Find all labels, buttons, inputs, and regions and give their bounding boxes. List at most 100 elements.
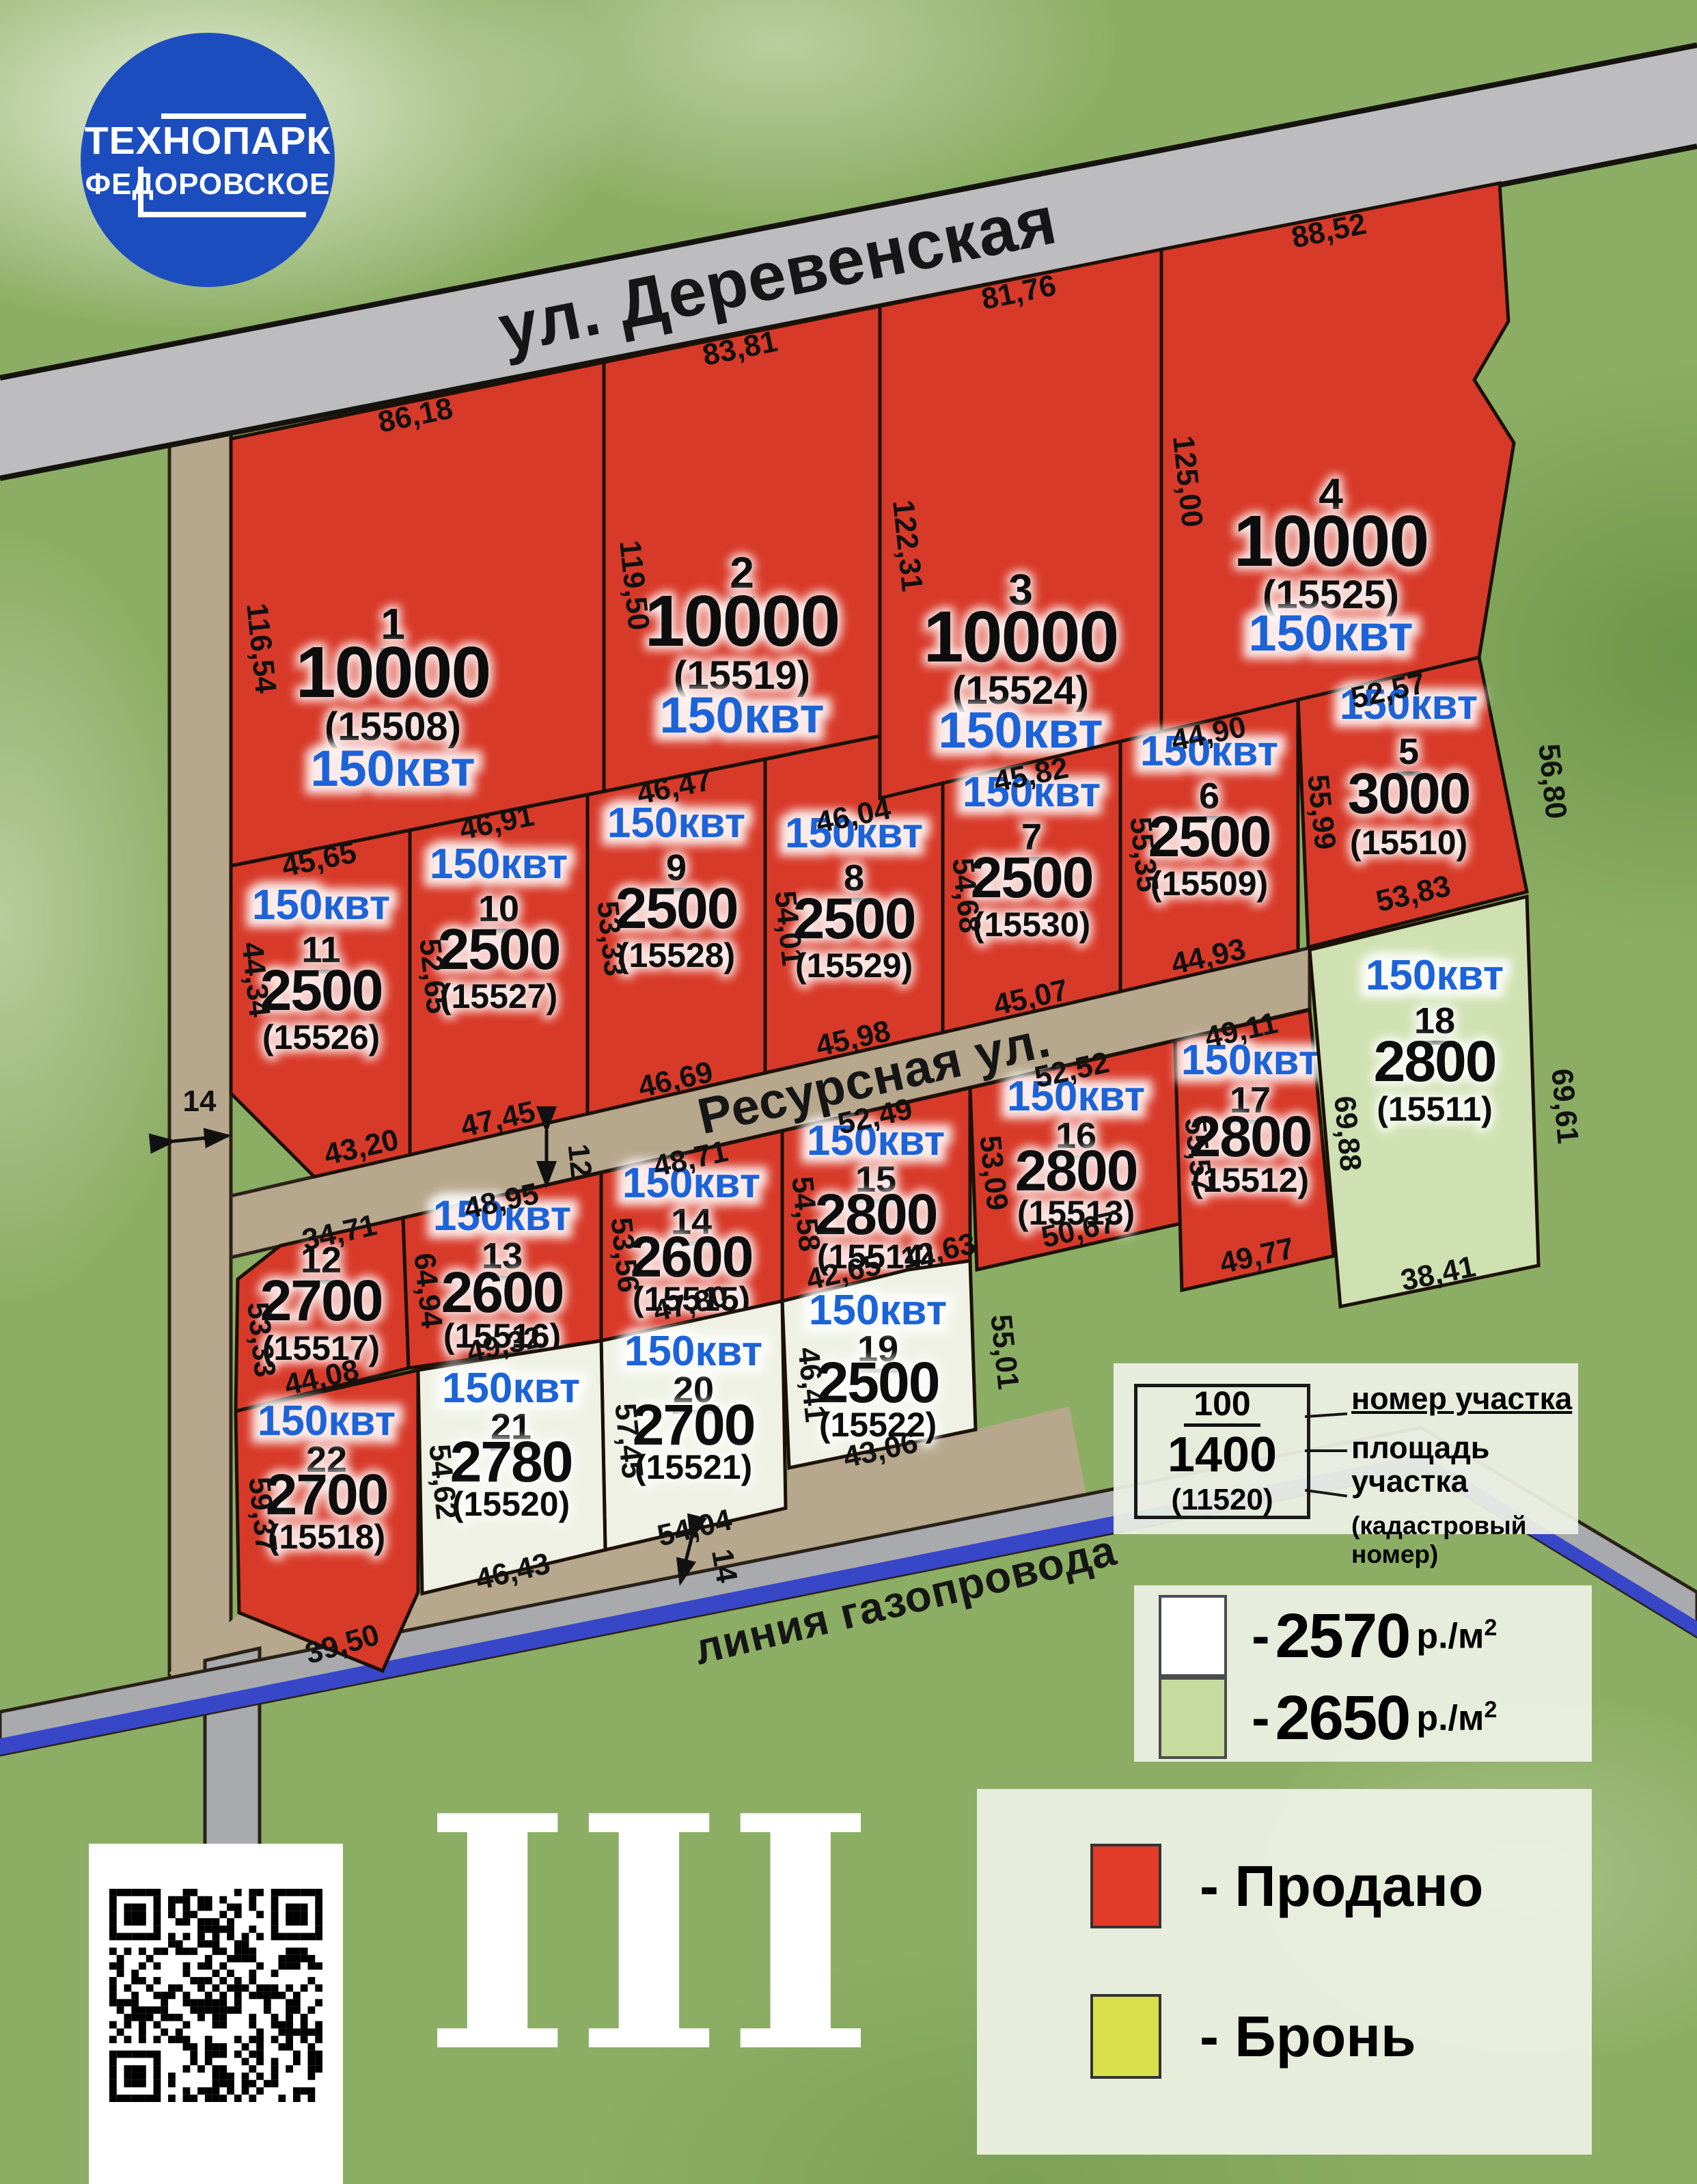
plot-14-area: 2600 [631,1225,753,1289]
qr-panel [89,1844,343,2184]
status-row-reserved: - Бронь [1090,1994,1416,2079]
plot-6-number: 6 [1199,776,1219,817]
price-unit: р./м2 [1416,1615,1498,1656]
plot-17-power: 150квт [1181,1037,1319,1084]
dimension-label: 54,58 [785,1175,826,1253]
dimension-label: 56,80 [1532,742,1573,821]
legend-key-cadastre-label: (кадастровый номер) [1351,1512,1527,1569]
plot-15-area: 2800 [815,1182,937,1246]
dimension-label: 55,99 [1301,773,1342,851]
plot-6-power: 150квт [1140,728,1278,775]
plot-20-power: 150квт [624,1328,762,1375]
plot-3-area: 10000 [924,597,1118,677]
plot-10-cadastre: (15527) [440,977,557,1015]
plot-6-area: 2500 [1148,804,1271,869]
plot-8-area: 2500 [793,886,915,951]
plot-11-cadastre: (15526) [262,1018,380,1056]
plot-9-number: 9 [666,847,687,888]
plot-3-number: 3 [1008,565,1033,614]
legend-key-cadastre: (11520) [1171,1482,1273,1516]
plot-10-number: 10 [478,888,519,929]
dimension-label: 54,68 [946,856,987,935]
plot-7-power: 150квт [963,769,1101,816]
plot-18-shape [1308,894,1541,1309]
plot-4-cadastre: (15525) [1263,573,1399,617]
plot-16-cadastre: (15513) [1017,1194,1135,1232]
status-label-sold: - Продано [1200,1853,1484,1918]
dimension-label: 54,62 [422,1443,463,1521]
plot-8-number: 8 [844,858,864,899]
plot-4-area: 10000 [1234,501,1429,582]
dimension-label: 64,94 [407,1251,448,1330]
plot-6-cadastre: (15509) [1150,864,1268,903]
plot-18-cadastre: (15511) [1377,1090,1493,1128]
plot-19-cadastre: (15522) [819,1406,937,1444]
plot-21-cadastre: (15520) [452,1485,570,1523]
plot-22-cadastre: (15518) [268,1518,385,1556]
plot-16-power: 150квт [1007,1073,1145,1120]
road-width-arrow [148,1128,232,1154]
dimension-label: 55,01 [984,1313,1025,1391]
legend-key-example-box: 100 1400 (11520) [1134,1384,1310,1519]
plot-8-cadastre: (15529) [795,946,913,985]
plot-5-power: 150квт [1340,681,1478,728]
plot-3-area: 10000 [924,597,1118,677]
plot-3-cadastre: (15524) [952,668,1089,713]
logo-line2: Федоровское [85,167,331,201]
plot-19-number: 19 [857,1328,898,1369]
plot-21-cadastre: (15520) [452,1485,570,1523]
status-row-sold: - Продано [1090,1844,1483,1928]
status-swatch-reserved [1090,1994,1161,2079]
plot-21-area: 2780 [450,1430,572,1494]
plot-2-number: 2 [730,548,754,597]
road-left [167,431,233,1692]
plot-14-power: 150квт [622,1160,760,1207]
plot-7-number: 7 [1021,817,1042,858]
road-derevenskaya [0,45,1697,478]
plot-19-number: 19 [857,1328,898,1369]
price-dash: - [1252,1605,1270,1666]
plot-21-shape [416,1339,607,1596]
plot-16-number: 16 [1056,1115,1096,1156]
plot-20-number: 20 [673,1369,714,1410]
plot-8-power: 150квт [785,810,923,857]
plot-10-area: 2500 [438,917,560,981]
plot-7-cadastre: (15530) [973,905,1090,944]
logo: Технопарк Федоровское [81,33,335,287]
plot-5-power: 150квт [1340,681,1478,728]
plot-6-cadastre: (15509) [1150,864,1268,903]
plot-10-power: 150квт [430,841,568,888]
plot-19-power: 150квт [809,1287,947,1334]
plot-2-cadastre: (15519) [674,653,810,698]
plot-6-number: 6 [1199,776,1219,817]
plot-2-power: 150квт [659,687,824,743]
plot-1-cadastre: (15508) [325,705,461,749]
dimension-label: 57,45 [608,1402,649,1480]
plot-13-area: 2600 [441,1260,564,1324]
plot-18-cadastre: (15511) [1377,1090,1493,1128]
dimension-label: 69,88 [1327,1095,1367,1173]
dimension-label: 55,57 [1178,1116,1219,1195]
plot-3-cadastre: (15524) [952,668,1089,713]
plot-2-power: 150квт [659,687,824,743]
plot-8-area: 2500 [793,886,915,951]
plot-18-number: 18 [1414,1000,1455,1041]
legend-key-area: 1400 [1167,1427,1278,1482]
plot-4-number: 4 [1319,469,1343,519]
plot-10-number: 10 [478,888,519,929]
price-value: 2570 [1275,1600,1411,1671]
dimension-label: 46,41 [791,1346,832,1424]
plot-21-number: 21 [491,1406,532,1447]
dimension-label: 69,61 [1545,1067,1584,1145]
plot-22-area: 2700 [266,1462,388,1527]
plot-10-cadastre: (15527) [440,977,557,1015]
plot-19-area: 2500 [817,1350,939,1415]
road-edge [0,42,1697,381]
plot-5-area: 3000 [1348,761,1470,825]
